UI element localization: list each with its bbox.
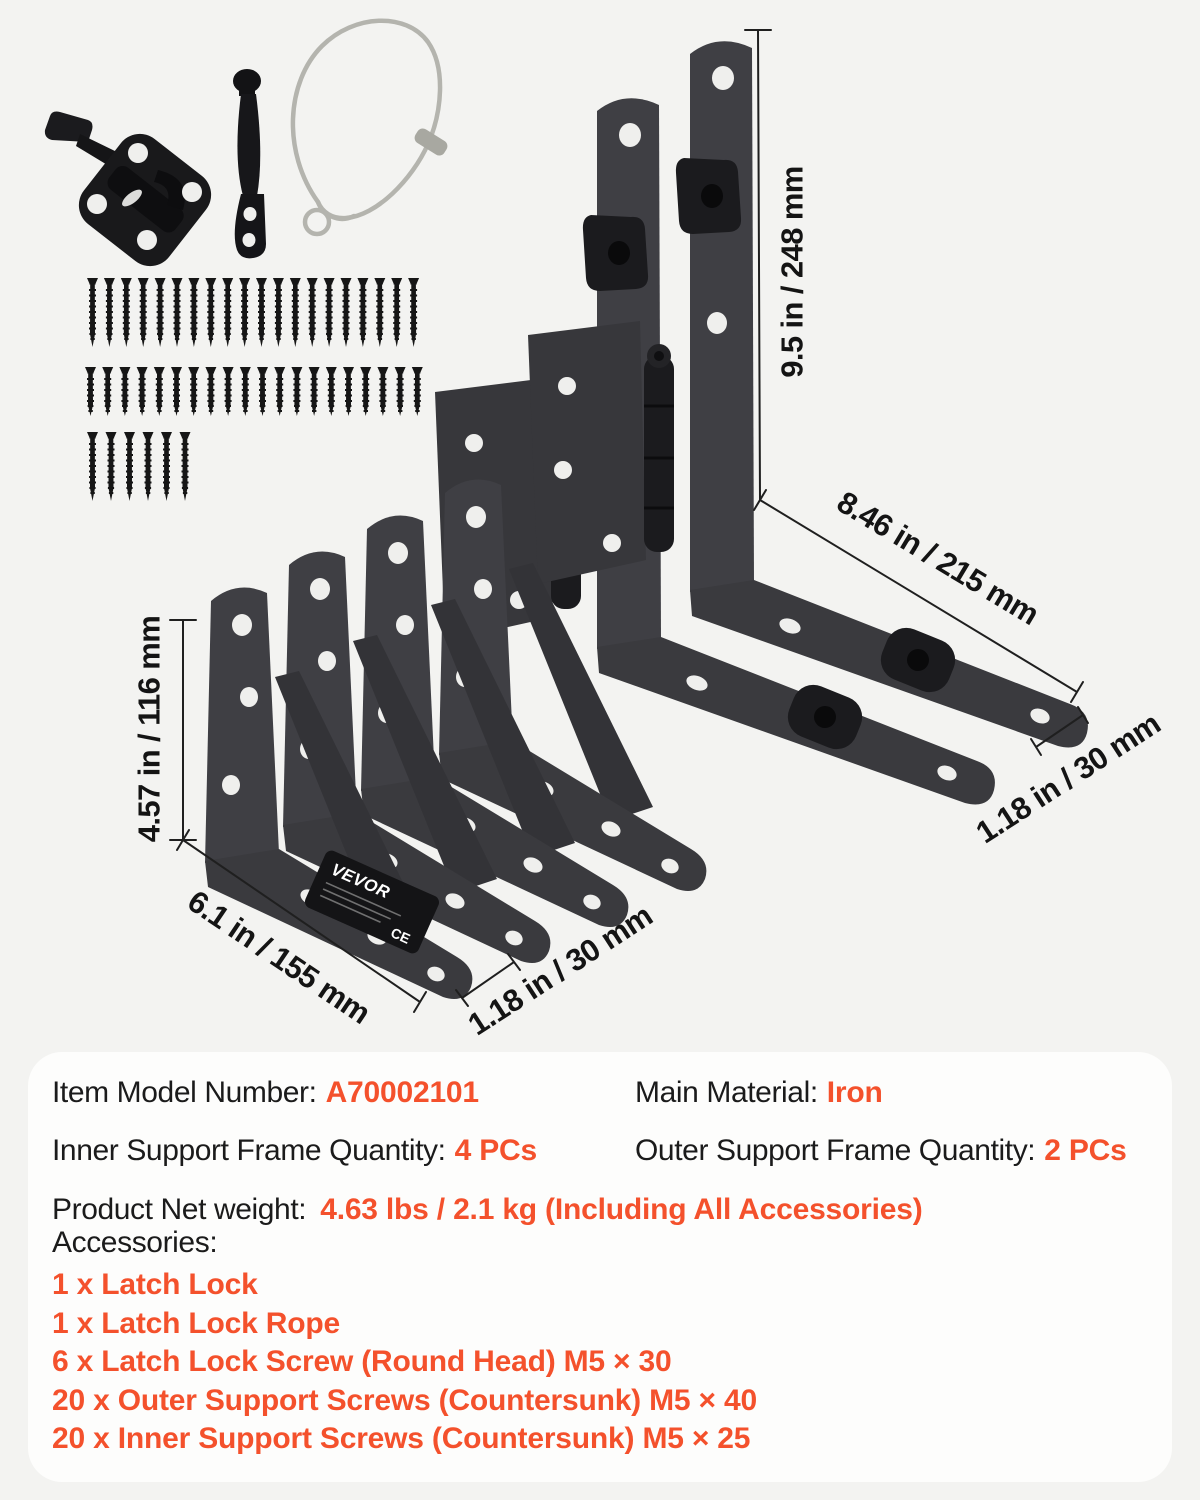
screw-icon xyxy=(342,366,355,417)
screw-icon xyxy=(187,366,201,417)
accessory-item: 6 x Latch Lock Screw (Round Head) M5 × 3… xyxy=(52,1345,672,1379)
screw-icon xyxy=(86,431,99,502)
screw-icon xyxy=(339,277,353,348)
spec-card: Item Model Number: A70002101 Main Materia… xyxy=(28,1052,1172,1482)
product-collage: VEVOR CE 9.5 in / 248 mm 8.46 in / 215 m… xyxy=(44,18,1166,1042)
screw-icon xyxy=(123,431,136,502)
screw-icon xyxy=(238,277,252,348)
latch-handle-pin-icon xyxy=(233,69,266,259)
outer-qty-value: 2 PCs xyxy=(1044,1134,1127,1167)
screw-icon xyxy=(204,277,218,348)
accessory-item: 1 x Latch Lock Rope xyxy=(52,1306,340,1340)
inner-qty-value: 4 PCs xyxy=(454,1134,538,1167)
screw-icon xyxy=(393,366,407,417)
screw-icon xyxy=(136,277,150,348)
screw-icon xyxy=(256,366,269,417)
screw-icon xyxy=(86,277,99,348)
screw-icon xyxy=(160,431,173,502)
screw-icon xyxy=(101,366,115,417)
screw-icon xyxy=(307,366,321,417)
screw-icon xyxy=(359,366,373,417)
weight-row: Product Net weight: 4.63 lbs / 2.1 kg (In… xyxy=(52,1193,923,1227)
screw-icon xyxy=(376,366,390,417)
item-model-label: Item Model Number: xyxy=(52,1076,317,1109)
screw-icon xyxy=(410,366,424,417)
material-row: Main Material: Iron xyxy=(635,1076,883,1110)
accessories-list: 1 x Latch Lock 1 x Latch Lock Rope 6 x L… xyxy=(52,1266,757,1459)
item-model-value: A70002101 xyxy=(325,1076,480,1109)
outer-qty-label: Outer Support Frame Quantity: xyxy=(635,1134,1036,1167)
item-model-row: Item Model Number: A70002101 xyxy=(52,1076,479,1110)
accessories-header: Accessories: xyxy=(52,1226,218,1259)
screw-icon xyxy=(170,366,183,417)
screw-icon xyxy=(119,277,133,348)
screw-icon xyxy=(238,366,252,417)
screw-icon xyxy=(271,277,285,348)
screw-icon xyxy=(324,366,338,417)
accessory-item: 20 x Outer Support Screws (Countersunk) … xyxy=(52,1383,757,1417)
ce-mark-text: CE xyxy=(388,924,412,947)
screw-icon xyxy=(204,366,218,417)
screw-icon xyxy=(141,431,155,502)
screw-icon xyxy=(221,277,235,348)
screw-icon xyxy=(118,366,132,417)
screw-icon xyxy=(84,366,97,417)
screw-icon xyxy=(373,277,387,348)
dimension-inner-height-label: 4.57 in / 116 mm xyxy=(132,616,167,843)
screw-icon xyxy=(273,366,287,417)
outer-screws-row xyxy=(86,277,421,348)
screw-icon xyxy=(153,277,167,348)
screw-icon xyxy=(104,431,118,502)
accessory-item: 1 x Latch Lock xyxy=(52,1268,258,1301)
latch-screws-row xyxy=(86,431,192,502)
dimension-outer-length-label: 8.46 in / 215 mm xyxy=(831,484,1045,632)
accessory-item: 20 x Inner Support Screws (Countersunk) … xyxy=(52,1422,751,1456)
material-value: Iron xyxy=(826,1076,883,1109)
inner-qty-label: Inner Support Frame Quantity: xyxy=(52,1134,446,1167)
screw-icon xyxy=(356,277,370,348)
screw-icon xyxy=(135,366,149,417)
latch-lock-icon xyxy=(44,111,212,267)
screw-icon xyxy=(221,366,235,417)
dimension-lines xyxy=(169,29,1089,1013)
screw-icon xyxy=(255,277,268,348)
screw-icon xyxy=(290,366,304,417)
material-label: Main Material: xyxy=(635,1076,818,1109)
screw-icon xyxy=(288,277,302,348)
outer-qty-row: Outer Support Frame Quantity: 2 PCs xyxy=(635,1134,1127,1168)
outer-support-frames xyxy=(433,39,1090,806)
screw-icon xyxy=(305,277,319,348)
weight-label: Product Net weight: xyxy=(52,1193,307,1226)
screw-icon xyxy=(152,366,166,417)
screw-icon xyxy=(322,277,336,348)
screw-icon xyxy=(407,277,421,348)
dimension-outer-height-label: 9.5 in / 248 mm xyxy=(775,166,810,378)
screw-icon xyxy=(178,431,192,502)
screw-icon xyxy=(187,277,201,348)
weight-value: 4.63 lbs / 2.1 kg (Including All Accesso… xyxy=(320,1193,923,1226)
inner-qty-row: Inner Support Frame Quantity: 4 PCs xyxy=(52,1134,537,1168)
screw-icon xyxy=(390,277,404,348)
screw-icon xyxy=(170,277,184,348)
screw-icon xyxy=(102,277,116,348)
inner-screws-row xyxy=(84,366,424,417)
latch-rope-icon xyxy=(290,18,448,237)
